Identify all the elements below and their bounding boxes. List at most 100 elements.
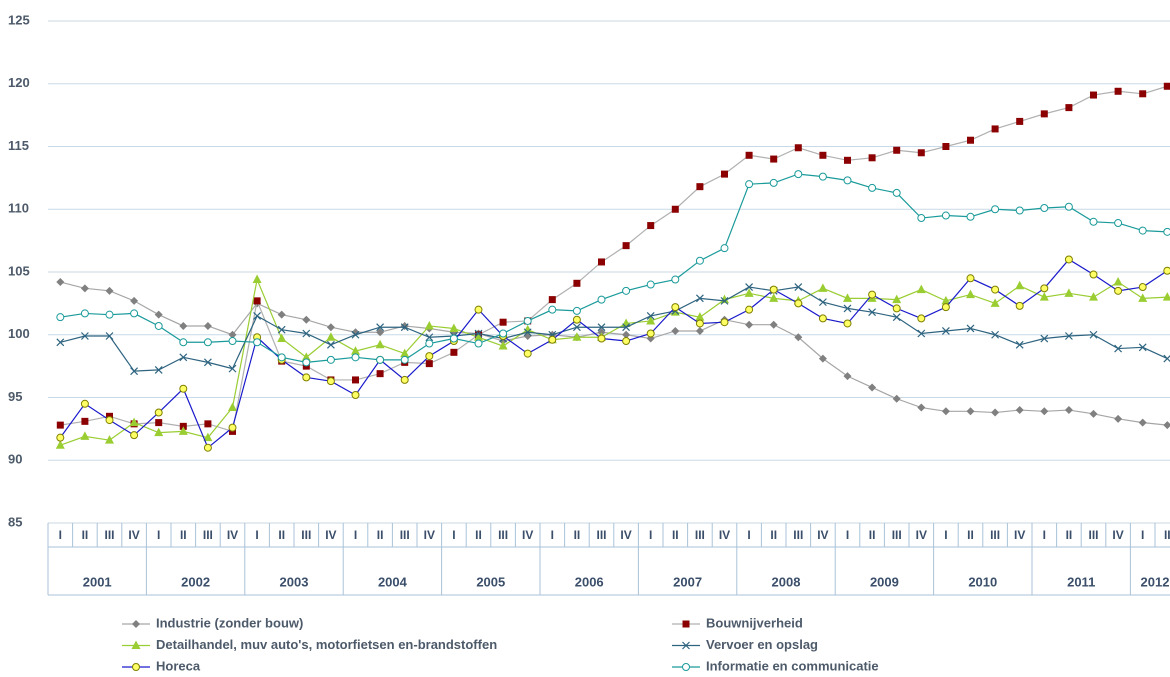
point <box>572 332 582 341</box>
point <box>376 355 385 364</box>
point <box>991 330 1000 339</box>
point <box>843 304 852 313</box>
point <box>80 431 90 440</box>
point <box>203 338 212 347</box>
point <box>326 340 335 349</box>
year-label: 2001 <box>83 574 112 589</box>
point <box>130 309 139 318</box>
point <box>991 408 1000 417</box>
point <box>203 432 213 442</box>
point <box>302 358 311 367</box>
point <box>376 323 385 332</box>
y-tick-label: 110 <box>8 201 29 216</box>
point <box>794 333 803 342</box>
point <box>1162 292 1170 301</box>
y-tick-label: 105 <box>8 263 30 278</box>
point <box>794 299 803 308</box>
point <box>1089 330 1098 339</box>
legend-marker <box>682 663 690 671</box>
point <box>695 312 705 321</box>
x-tick-label: III <box>301 528 311 542</box>
y-tick-label: 100 <box>8 326 30 341</box>
x-tick-label: IV <box>817 528 828 542</box>
point <box>818 283 828 292</box>
point <box>744 288 754 297</box>
point <box>376 328 385 337</box>
point <box>253 297 261 305</box>
x-tick-label: IV <box>620 528 631 542</box>
point <box>598 258 605 266</box>
year-label: 2007 <box>673 574 702 589</box>
point <box>1138 283 1147 292</box>
point <box>818 354 827 363</box>
point <box>204 420 212 428</box>
x-tick-label: II <box>1066 528 1073 542</box>
point <box>474 329 483 338</box>
point <box>302 329 311 338</box>
point <box>1090 91 1097 99</box>
point <box>277 310 286 319</box>
legend-label: Horeca <box>156 658 201 673</box>
y-tick-label: 115 <box>8 138 29 153</box>
point <box>1139 90 1147 98</box>
point <box>991 125 999 133</box>
series-line <box>60 286 1168 372</box>
point <box>893 146 901 154</box>
point <box>449 334 458 343</box>
legend-marker <box>132 663 140 671</box>
point <box>966 407 975 416</box>
point <box>695 319 704 328</box>
legend-label: Vervoer en opslag <box>706 637 818 652</box>
point <box>572 306 581 315</box>
x-tick-label: IV <box>128 528 139 542</box>
x-tick-label: III <box>498 528 508 542</box>
x-tick-label: II <box>967 528 974 542</box>
point <box>228 423 237 432</box>
point <box>1015 280 1025 290</box>
x-tick-label: III <box>596 528 606 542</box>
x-tick-label: IV <box>719 528 730 542</box>
point <box>1015 301 1024 310</box>
point <box>991 285 1000 294</box>
point <box>474 339 483 348</box>
point <box>769 285 778 294</box>
point <box>450 348 458 356</box>
x-tick-label: I <box>354 528 357 542</box>
point <box>129 417 139 427</box>
point <box>277 333 287 343</box>
point <box>720 318 729 327</box>
point <box>622 242 630 250</box>
y-tick-label: 125 <box>8 12 30 27</box>
point <box>794 170 803 179</box>
point <box>252 274 262 284</box>
point <box>154 310 163 319</box>
x-tick-label: III <box>793 528 803 542</box>
point <box>498 341 508 350</box>
point <box>572 315 581 324</box>
point <box>1015 406 1024 415</box>
legend-marker <box>132 620 140 628</box>
point <box>745 283 754 291</box>
point <box>769 178 778 187</box>
point <box>646 280 655 289</box>
point <box>425 352 434 361</box>
point <box>179 321 188 330</box>
point <box>352 376 359 384</box>
x-tick-label: I <box>255 528 258 542</box>
point <box>400 323 409 332</box>
point <box>56 433 65 442</box>
point <box>1064 255 1073 264</box>
point <box>80 399 89 408</box>
point <box>179 422 187 430</box>
point <box>769 293 779 302</box>
point <box>1064 406 1073 415</box>
point <box>56 278 65 287</box>
point <box>105 286 114 295</box>
point <box>178 426 188 435</box>
point <box>424 320 434 330</box>
point <box>917 314 926 323</box>
year-label: 2004 <box>378 574 408 589</box>
point <box>1040 407 1049 416</box>
point <box>1089 217 1098 226</box>
point <box>622 330 631 339</box>
